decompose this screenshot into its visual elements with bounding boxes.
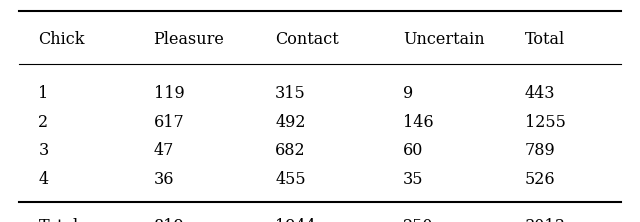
Text: 3013: 3013 [525,218,566,222]
Text: Chick: Chick [38,32,85,48]
Text: Uncertain: Uncertain [403,32,485,48]
Text: 60: 60 [403,143,424,159]
Text: 1944: 1944 [275,218,316,222]
Text: 3: 3 [38,143,49,159]
Text: 35: 35 [403,171,424,188]
Text: 492: 492 [275,114,306,131]
Text: 36: 36 [154,171,174,188]
Text: Pleasure: Pleasure [154,32,225,48]
Text: 789: 789 [525,143,556,159]
Text: 617: 617 [154,114,184,131]
Text: 455: 455 [275,171,306,188]
Text: 1255: 1255 [525,114,566,131]
Text: 526: 526 [525,171,556,188]
Text: 250: 250 [403,218,434,222]
Text: Total: Total [525,32,565,48]
Text: 315: 315 [275,85,306,102]
Text: 682: 682 [275,143,306,159]
Text: 4: 4 [38,171,49,188]
Text: 119: 119 [154,85,184,102]
Text: 2: 2 [38,114,49,131]
Text: 1: 1 [38,85,49,102]
Text: 9: 9 [403,85,413,102]
Text: 47: 47 [154,143,174,159]
Text: Contact: Contact [275,32,339,48]
Text: Total: Total [38,218,79,222]
Text: 819: 819 [154,218,184,222]
Text: 443: 443 [525,85,556,102]
Text: 146: 146 [403,114,434,131]
